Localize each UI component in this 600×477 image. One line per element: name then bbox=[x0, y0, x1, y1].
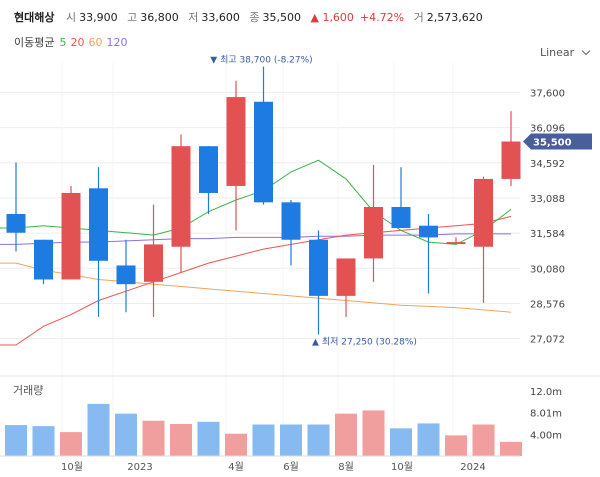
volume-bar bbox=[362, 410, 385, 456]
volume-bar bbox=[417, 423, 440, 456]
volume-value: 2,573,620 bbox=[426, 11, 483, 24]
y-tick-label: 33,088 bbox=[530, 194, 565, 205]
volume-bar bbox=[335, 413, 357, 456]
candle-body bbox=[116, 265, 136, 285]
x-tick-label: 2023 bbox=[127, 462, 152, 473]
y-tick-label: 27,072 bbox=[530, 335, 565, 346]
candle-body bbox=[336, 258, 356, 296]
x-tick-label: 10월 bbox=[61, 461, 83, 473]
volume-bar bbox=[170, 423, 192, 456]
volume-bar bbox=[115, 413, 137, 456]
candle-body bbox=[419, 225, 438, 238]
volume-bar bbox=[142, 420, 165, 456]
moving-average-legend[interactable]: 이동평균 5 20 60 120 bbox=[14, 34, 132, 50]
volume-section-label: 거래량 bbox=[13, 384, 44, 397]
volume-tick-label: 12.0m bbox=[530, 387, 562, 398]
candle-body bbox=[89, 188, 108, 261]
volume-bar bbox=[500, 441, 522, 456]
volume-bar bbox=[252, 424, 275, 456]
y-tick-label: 36,096 bbox=[530, 124, 565, 135]
candle-body bbox=[199, 146, 218, 193]
ma120-legend[interactable]: 120 bbox=[106, 36, 128, 49]
close-label: 종 bbox=[249, 11, 260, 24]
high-label: 고 bbox=[127, 11, 138, 24]
y-tick-label: 31,584 bbox=[530, 229, 565, 240]
y-tick-label: 30,080 bbox=[530, 264, 565, 275]
candle-body bbox=[446, 242, 466, 245]
volume-bar bbox=[225, 433, 247, 456]
max-price-annotation: ▼ 최고 38,700 (-8.27%) bbox=[210, 55, 312, 66]
candle-body bbox=[501, 141, 521, 179]
current-price-tag bbox=[523, 133, 592, 150]
candle-body bbox=[226, 97, 246, 186]
volume-bar bbox=[280, 424, 302, 456]
volume-bar bbox=[472, 424, 495, 456]
ma5-legend[interactable]: 5 bbox=[59, 36, 67, 49]
candle-body bbox=[34, 239, 53, 280]
y-tick-label: 37,600 bbox=[530, 88, 565, 99]
scale-label: Linear bbox=[540, 46, 575, 59]
volume-bar bbox=[5, 425, 27, 456]
open-label: 시 bbox=[65, 11, 77, 24]
low-value: 33,600 bbox=[201, 11, 240, 24]
close-value: 35,500 bbox=[262, 11, 301, 24]
volume-label: 거 bbox=[413, 11, 424, 24]
stock-name: 현대해상 bbox=[14, 11, 55, 24]
volume-bar bbox=[32, 426, 55, 456]
low-label: 저 bbox=[188, 11, 199, 24]
ma-legend-label: 이동평균 bbox=[14, 36, 55, 49]
change-value: ▲ 1,600 bbox=[310, 11, 354, 24]
candle-body bbox=[6, 214, 26, 233]
candle-body bbox=[391, 207, 411, 229]
open-value: 33,900 bbox=[79, 11, 118, 24]
high-value: 36,800 bbox=[140, 11, 179, 24]
x-tick-label: 4월 bbox=[228, 461, 244, 473]
candle-body bbox=[309, 239, 328, 296]
volume-bar bbox=[87, 403, 110, 456]
candle-body bbox=[281, 202, 301, 240]
candle-body bbox=[61, 192, 81, 280]
volume-bar bbox=[390, 428, 412, 456]
x-tick-label: 10월 bbox=[391, 461, 413, 473]
volume-tick-label: 4.00m bbox=[530, 430, 562, 441]
min-price-annotation: ▲ 최저 27,250 (30.28%) bbox=[312, 336, 417, 347]
ma20-legend[interactable]: 20 bbox=[70, 36, 85, 49]
ma60-legend[interactable]: 60 bbox=[88, 36, 103, 49]
candle-body bbox=[474, 178, 493, 247]
candle-body bbox=[254, 101, 273, 203]
volume-tick-label: 8.01m bbox=[530, 409, 562, 420]
candle-body bbox=[171, 146, 191, 247]
y-tick-label: 28,576 bbox=[530, 299, 565, 310]
change-percent: +4.72% bbox=[359, 11, 405, 24]
volume-bar bbox=[445, 435, 467, 456]
scale-toggle[interactable]: Linear bbox=[540, 46, 590, 59]
current-price-label: 35,500 bbox=[533, 138, 572, 149]
candle-body bbox=[364, 207, 383, 259]
x-tick-label: 6월 bbox=[283, 461, 299, 473]
volume-bar bbox=[60, 432, 82, 456]
candle-body bbox=[144, 244, 163, 282]
x-tick-label: 8월 bbox=[338, 461, 354, 473]
volume-bar bbox=[197, 421, 220, 456]
volume-bar bbox=[307, 424, 330, 456]
y-tick-label: 34,592 bbox=[530, 159, 565, 170]
x-tick-label: 2024 bbox=[460, 462, 485, 473]
price-header: 현대해상 시 33,900 고 36,800 저 33,600 종 35,500 ▲ 1… bbox=[14, 9, 489, 25]
